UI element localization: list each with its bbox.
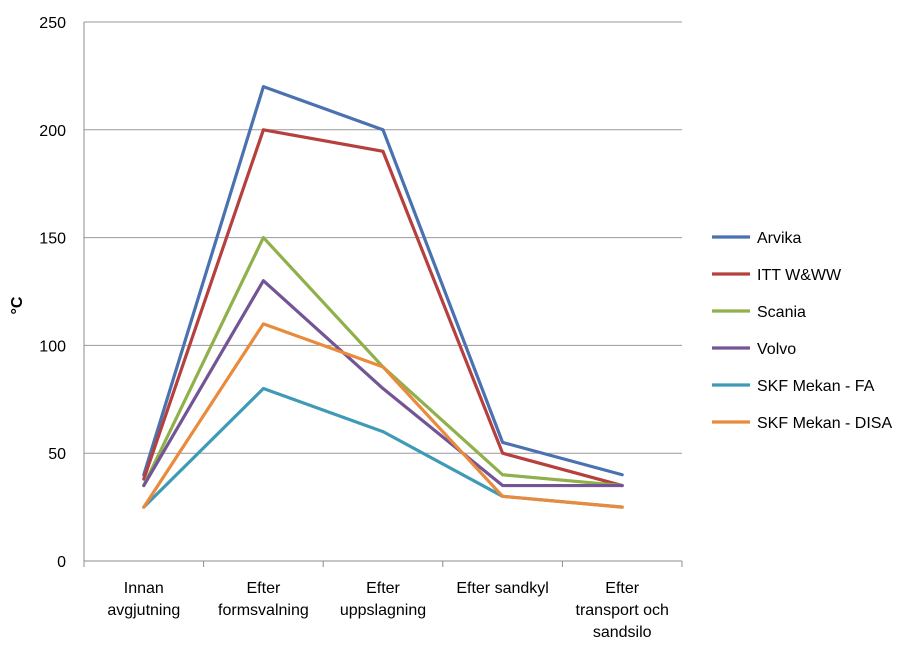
series-line-0 <box>142 85 624 477</box>
x-tick-label: Efter uppslagning <box>340 580 426 619</box>
y-axis-label: °C <box>9 296 26 314</box>
legend-label: ITT W&WW <box>757 267 842 284</box>
series-line-3 <box>142 279 624 488</box>
legend-label: Volvo <box>757 341 796 358</box>
legend-label: SKF Mekan - FA <box>757 378 875 395</box>
y-tick-label: 250 <box>39 15 66 32</box>
legend-label: SKF Mekan - DISA <box>757 415 892 432</box>
series-lines <box>142 85 624 509</box>
y-tick-label: 50 <box>48 446 66 463</box>
legend-label: Scania <box>757 304 806 321</box>
y-tick-label: 100 <box>39 338 66 355</box>
legend-label: Arvika <box>757 230 802 247</box>
y-tick-labels: 0 50 100 150 200 250 <box>39 15 66 571</box>
y-tick-label: 0 <box>57 554 66 571</box>
x-tick-label: Efter formsvalning <box>218 580 309 619</box>
series-line-1 <box>142 128 624 488</box>
y-tick-label: 200 <box>39 123 66 140</box>
series-line-4 <box>142 386 624 509</box>
legend: Arvika ITT W&WW Scania Volvo SKF Mekan - FA S… <box>712 230 892 432</box>
y-tick-label: 150 <box>39 231 66 248</box>
series-line-5 <box>142 322 624 509</box>
x-tick-label: Efter transport och sandsilo <box>576 580 669 641</box>
x-tick-label: Efter sandkyl <box>456 580 548 597</box>
x-tick-label: Innan avgjutning <box>107 580 180 619</box>
axes <box>83 22 683 567</box>
x-tick-labels: Innan avgjutning Efter formsvalning Efter upp… <box>107 580 669 641</box>
